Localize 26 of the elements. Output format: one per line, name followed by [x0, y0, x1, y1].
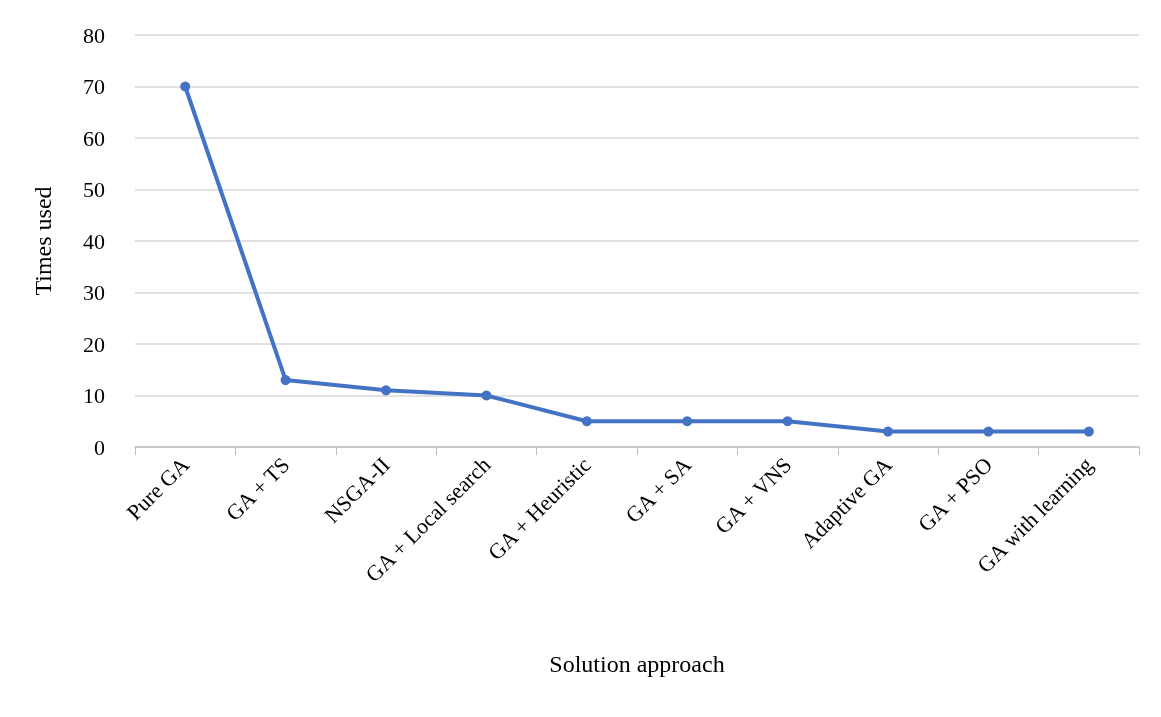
y-tick-label: 20	[83, 331, 105, 357]
x-tick-label: GA + TS	[220, 452, 295, 526]
point	[883, 426, 893, 437]
y-tick-label: 0	[94, 434, 105, 460]
y-tick-label: 80	[83, 22, 105, 48]
y-tick-label: 30	[83, 280, 105, 305]
point	[782, 416, 793, 427]
x-axis-title: Solution approach	[549, 651, 725, 677]
y-tick-label: 70	[83, 74, 105, 99]
point	[1083, 426, 1094, 437]
point	[280, 375, 291, 386]
y-tick-label: 10	[83, 383, 105, 408]
point	[481, 390, 492, 401]
x-tick-label: GA + SA	[620, 452, 697, 528]
x-tick-label: Pure GA	[121, 452, 195, 525]
point	[983, 426, 994, 437]
y-tick-label: 50	[83, 177, 105, 202]
x-tick-label: GA + VNS	[709, 452, 797, 539]
point	[180, 81, 191, 92]
point	[381, 385, 391, 396]
x-tick-label: GA + PSO	[912, 452, 998, 537]
point	[682, 416, 693, 427]
point	[581, 416, 592, 427]
y-axis-title: Times used	[30, 186, 56, 296]
y-tick-label: 60	[83, 125, 105, 151]
y-tick-label: 40	[83, 228, 105, 254]
